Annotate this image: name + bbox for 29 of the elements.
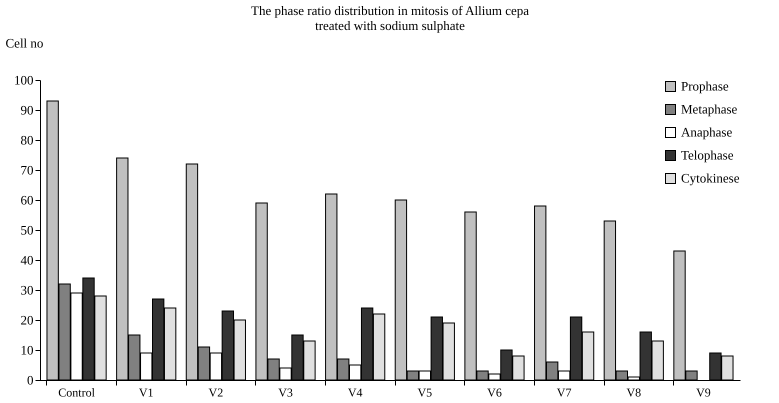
text: treated with sodium sulphate (315, 18, 465, 33)
y-tick-label: 50 (20, 222, 34, 238)
y-tick-label: 60 (20, 192, 34, 208)
text: The phase ratio distribution in mitosis of Allium cepa (250, 3, 530, 18)
y-tick-label: 80 (20, 132, 34, 148)
legend-label: Metaphase (681, 102, 738, 116)
x-tick-label: V4 (348, 386, 363, 400)
y-tick-label: 0 (27, 372, 34, 388)
x-tick-label: V3 (278, 386, 293, 400)
y-tick-label: 10 (20, 342, 34, 358)
x-tick-label: V8 (626, 386, 642, 400)
x-tick-label: Control (58, 386, 96, 400)
x-tick-label: V1 (138, 386, 154, 400)
y-tick-label: 40 (20, 252, 34, 268)
x-tick-label: V6 (487, 386, 502, 400)
y-tick-label: 30 (20, 282, 34, 298)
y-tick-label: 20 (20, 312, 34, 328)
x-tick-label: V7 (556, 386, 572, 400)
legend-label: Prophase (681, 78, 729, 94)
legend-label: Telophase (681, 148, 734, 162)
legend-label: Anaphase (681, 124, 732, 140)
x-tick-label: V5 (417, 386, 432, 400)
y-axis-title: Cell no (6, 36, 44, 50)
x-tick-label: V9 (696, 386, 711, 400)
y-tick-label: 90 (20, 102, 34, 118)
y-tick-label: 100 (14, 72, 34, 88)
y-tick-label: 70 (20, 162, 34, 178)
x-tick-label: V2 (208, 386, 224, 400)
legend-label: Cytokinese (681, 170, 740, 186)
